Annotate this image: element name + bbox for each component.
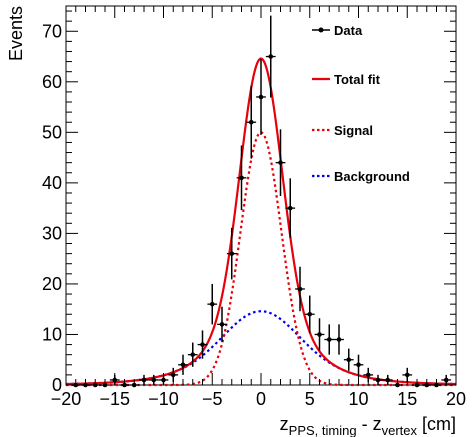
data-point-marker	[170, 372, 176, 378]
x-tick-label: 10	[348, 389, 368, 409]
data-point	[304, 295, 315, 333]
y-tick-label: 50	[42, 122, 62, 142]
data-point-marker	[248, 119, 254, 125]
data-point-marker	[336, 337, 342, 342]
legend-item: Background	[312, 169, 410, 184]
legend-item: Total fit	[312, 72, 381, 87]
x-axis-label-part: z	[280, 414, 289, 434]
data-point-marker	[209, 301, 215, 307]
data-point	[256, 59, 266, 135]
data-point-marker	[365, 372, 371, 378]
data-point	[295, 266, 305, 312]
x-axis-label-part: [cm]	[417, 414, 456, 434]
data-point	[187, 342, 198, 367]
x-tick-label: −20	[51, 389, 82, 409]
data-point	[285, 178, 296, 238]
data-point-marker	[287, 205, 293, 211]
legend-label: Background	[334, 169, 410, 184]
x-axis-label-subscript: vertex	[382, 423, 418, 437]
data-point	[178, 354, 188, 375]
data-point-marker	[278, 160, 283, 165]
legend-item: Data	[312, 23, 363, 38]
legend-label: Signal	[334, 123, 373, 138]
data-point-marker	[258, 94, 264, 100]
data-point-marker	[200, 342, 205, 347]
legend-label: Total fit	[334, 72, 381, 87]
y-tick-label: 10	[42, 324, 62, 344]
legend-item: Signal	[312, 123, 373, 138]
x-tick-label: 0	[256, 389, 266, 409]
y-tick-label: 60	[42, 72, 62, 92]
data-point-marker	[356, 362, 361, 368]
x-tick-label: −10	[148, 389, 179, 409]
fit-curve-total-fit	[65, 57, 457, 386]
data-point-marker	[307, 311, 313, 317]
x-tick-label: 20	[446, 389, 466, 409]
data-point	[236, 145, 247, 211]
x-tick-label: −15	[99, 389, 130, 409]
data-point	[217, 306, 227, 343]
y-axis-label: Events	[6, 6, 26, 61]
y-tick-label: 20	[42, 274, 62, 294]
data-point	[226, 227, 237, 280]
data-point	[265, 15, 276, 98]
data-point	[275, 129, 286, 197]
data-point-marker	[180, 362, 186, 368]
data-point	[324, 324, 335, 355]
legend-swatch-marker	[318, 27, 324, 33]
data-point-marker	[326, 337, 332, 342]
data-point-marker	[239, 175, 244, 181]
y-tick-label: 70	[42, 21, 62, 41]
data-point-marker	[229, 251, 235, 256]
data-point	[314, 318, 325, 351]
x-axis-label-part: -	[357, 414, 373, 434]
y-tick-label: 0	[52, 375, 62, 395]
x-tick-label: 5	[305, 389, 315, 409]
data-point-marker	[190, 352, 196, 357]
data-point-marker	[268, 54, 274, 59]
x-tick-label: 15	[397, 389, 417, 409]
data-point-marker	[317, 332, 322, 337]
x-axis-label-subscript: PPS, timing	[289, 423, 357, 437]
x-axis-label: zPPS, timing - zvertex [cm]	[280, 414, 456, 437]
data-point-marker	[346, 357, 352, 363]
y-tick-label: 30	[42, 223, 62, 243]
data-point-marker	[219, 322, 225, 327]
data-point	[334, 324, 344, 355]
data-point	[343, 348, 354, 371]
y-tick-label: 40	[42, 173, 62, 193]
x-axis-label-part: z	[373, 414, 382, 434]
data-point	[207, 283, 218, 325]
x-tick-label: −5	[202, 389, 223, 409]
data-point	[246, 85, 257, 159]
data-point	[197, 330, 208, 359]
data-point-marker	[297, 286, 303, 292]
data-point	[353, 354, 364, 375]
legend-label: Data	[334, 23, 363, 38]
